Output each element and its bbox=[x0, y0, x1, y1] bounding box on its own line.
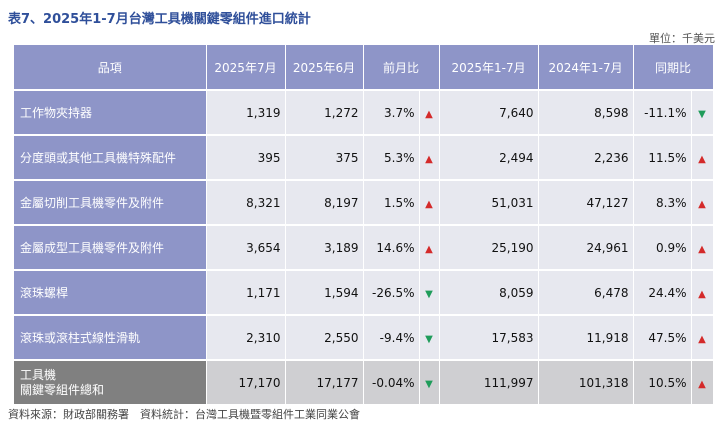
yoy-arrow-cell: ▲ bbox=[691, 225, 714, 271]
jun2025-cell: 8,197 bbox=[285, 180, 364, 226]
yoy-cell: 0.9% bbox=[633, 225, 692, 271]
yoy-cell: 24.4% bbox=[633, 270, 692, 316]
down-triangle-icon: ▼ bbox=[425, 333, 433, 345]
item-cell: 滾珠螺桿 bbox=[14, 270, 207, 316]
jul2025-cell: 1,171 bbox=[206, 270, 286, 316]
source-note: 資料來源：財政部關務署 資料統計：台灣工具機暨零組件工業同業公會 bbox=[8, 408, 360, 421]
table-header-row: 品項 2025年7月 2025年6月 前月比 2025年1-7月 2024年1-… bbox=[14, 45, 714, 91]
header-jun2025: 2025年6月 bbox=[285, 45, 364, 91]
mom-cell: 14.6% bbox=[363, 225, 420, 271]
up-triangle-icon: ▲ bbox=[698, 288, 706, 300]
ytd2024-cell: 47,127 bbox=[538, 180, 634, 226]
yoy-arrow-cell: ▲ bbox=[691, 135, 714, 181]
item-cell: 金屬成型工具機零件及附件 bbox=[14, 225, 207, 271]
table-row: 工作物夾持器 1,319 1,272 3.7% ▲ 7,640 8,598 -11.1% ▼ bbox=[14, 90, 714, 136]
yoy-arrow-cell: ▲ bbox=[691, 315, 714, 361]
yoy-arrow-cell: ▲ bbox=[691, 270, 714, 316]
jul2025-cell: 2,310 bbox=[206, 315, 286, 361]
ytd2025-cell: 17,583 bbox=[439, 315, 539, 361]
up-triangle-icon: ▲ bbox=[698, 198, 706, 210]
header-item: 品項 bbox=[14, 45, 207, 91]
up-triangle-icon: ▲ bbox=[425, 153, 433, 165]
total-item-cell: 工具機 關鍵零組件總和 bbox=[14, 360, 207, 406]
ytd2024-cell: 8,598 bbox=[538, 90, 634, 136]
header-jul2025: 2025年7月 bbox=[206, 45, 286, 91]
mom-cell: 1.5% bbox=[363, 180, 420, 226]
mom-cell: -26.5% bbox=[363, 270, 420, 316]
mom-cell: 3.7% bbox=[363, 90, 420, 136]
page-title: 表7、2025年1-7月台灣工具機關鍵零組件進口統計 bbox=[8, 12, 311, 27]
jun2025-cell: 2,550 bbox=[285, 315, 364, 361]
total-jul2025-cell: 17,170 bbox=[206, 360, 286, 406]
yoy-cell: -11.1% bbox=[633, 90, 692, 136]
item-cell: 工作物夾持器 bbox=[14, 90, 207, 136]
yoy-cell: 11.5% bbox=[633, 135, 692, 181]
table-row: 滾珠螺桿 1,171 1,594 -26.5% ▼ 8,059 6,478 24.4% ▲ bbox=[14, 270, 714, 316]
unit-label: 單位：千美元 bbox=[649, 32, 715, 45]
header-mom: 前月比 bbox=[363, 45, 440, 91]
up-triangle-icon: ▲ bbox=[425, 243, 433, 255]
jun2025-cell: 3,189 bbox=[285, 225, 364, 271]
jun2025-cell: 375 bbox=[285, 135, 364, 181]
total-ytd2024-cell: 101,318 bbox=[538, 360, 634, 406]
up-triangle-icon: ▲ bbox=[425, 108, 433, 120]
mom-arrow-cell: ▲ bbox=[419, 90, 440, 136]
total-yoy-cell: 10.5% bbox=[633, 360, 692, 406]
jul2025-cell: 1,319 bbox=[206, 90, 286, 136]
jun2025-cell: 1,272 bbox=[285, 90, 364, 136]
yoy-cell: 47.5% bbox=[633, 315, 692, 361]
ytd2025-cell: 7,640 bbox=[439, 90, 539, 136]
header-ytd2025: 2025年1-7月 bbox=[439, 45, 539, 91]
total-item-line2: 關鍵零組件總和 bbox=[20, 382, 105, 397]
yoy-arrow-cell: ▲ bbox=[691, 180, 714, 226]
ytd2024-cell: 24,961 bbox=[538, 225, 634, 271]
ytd2025-cell: 8,059 bbox=[439, 270, 539, 316]
down-triangle-icon: ▼ bbox=[425, 378, 433, 390]
yoy-arrow-cell: ▼ bbox=[691, 90, 714, 136]
total-mom-cell: -0.04% bbox=[363, 360, 420, 406]
jun2025-cell: 1,594 bbox=[285, 270, 364, 316]
up-triangle-icon: ▲ bbox=[698, 333, 706, 345]
item-cell: 滾珠或滾柱式線性滑軌 bbox=[14, 315, 207, 361]
mom-cell: -9.4% bbox=[363, 315, 420, 361]
mom-arrow-cell: ▲ bbox=[419, 135, 440, 181]
table-row: 金屬成型工具機零件及附件 3,654 3,189 14.6% ▲ 25,190 24,961… bbox=[14, 225, 714, 271]
mom-arrow-cell: ▲ bbox=[419, 225, 440, 271]
import-stats-table: 品項 2025年7月 2025年6月 前月比 2025年1-7月 2024年1-… bbox=[14, 45, 714, 406]
up-triangle-icon: ▲ bbox=[698, 243, 706, 255]
mom-arrow-cell: ▼ bbox=[419, 315, 440, 361]
item-cell: 分度頭或其他工具機特殊配件 bbox=[14, 135, 207, 181]
jul2025-cell: 395 bbox=[206, 135, 286, 181]
table-row: 滾珠或滾柱式線性滑軌 2,310 2,550 -9.4% ▼ 17,583 11,918 47… bbox=[14, 315, 714, 361]
mom-arrow-cell: ▲ bbox=[419, 180, 440, 226]
total-mom-arrow-cell: ▼ bbox=[419, 360, 440, 406]
table-total-row: 工具機 關鍵零組件總和 17,170 17,177 -0.04% ▼ 111,9… bbox=[14, 360, 714, 406]
ytd2025-cell: 2,494 bbox=[439, 135, 539, 181]
ytd2024-cell: 11,918 bbox=[538, 315, 634, 361]
down-triangle-icon: ▼ bbox=[698, 108, 706, 120]
mom-cell: 5.3% bbox=[363, 135, 420, 181]
total-item-line1: 工具機 bbox=[20, 367, 57, 382]
table-row: 分度頭或其他工具機特殊配件 395 375 5.3% ▲ 2,494 2,236 11.5% ▲ bbox=[14, 135, 714, 181]
up-triangle-icon: ▲ bbox=[425, 198, 433, 210]
ytd2024-cell: 2,236 bbox=[538, 135, 634, 181]
down-triangle-icon: ▼ bbox=[425, 288, 433, 300]
total-jun2025-cell: 17,177 bbox=[285, 360, 364, 406]
up-triangle-icon: ▲ bbox=[698, 153, 706, 165]
item-cell: 金屬切削工具機零件及附件 bbox=[14, 180, 207, 226]
total-ytd2025-cell: 111,997 bbox=[439, 360, 539, 406]
jul2025-cell: 3,654 bbox=[206, 225, 286, 271]
table-row: 金屬切削工具機零件及附件 8,321 8,197 1.5% ▲ 51,031 47,127 8… bbox=[14, 180, 714, 226]
ytd2024-cell: 6,478 bbox=[538, 270, 634, 316]
header-ytd2024: 2024年1-7月 bbox=[538, 45, 634, 91]
total-yoy-arrow-cell: ▲ bbox=[691, 360, 714, 406]
up-triangle-icon: ▲ bbox=[698, 378, 706, 390]
mom-arrow-cell: ▼ bbox=[419, 270, 440, 316]
ytd2025-cell: 51,031 bbox=[439, 180, 539, 226]
jul2025-cell: 8,321 bbox=[206, 180, 286, 226]
header-yoy: 同期比 bbox=[633, 45, 714, 91]
yoy-cell: 8.3% bbox=[633, 180, 692, 226]
ytd2025-cell: 25,190 bbox=[439, 225, 539, 271]
